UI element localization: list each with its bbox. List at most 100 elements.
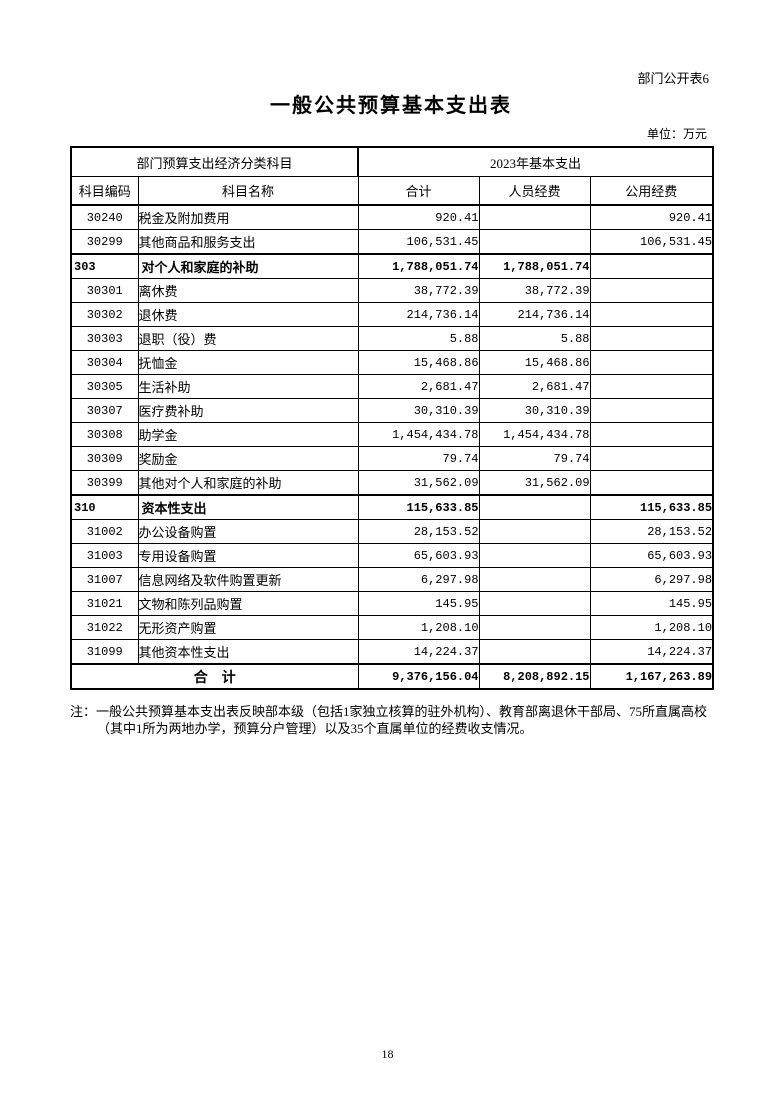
cell-personnel: 5.88 (478, 326, 591, 351)
table-header: 部门预算支出经济分类科目 2023年基本支出 科目编码 科目名称 合计 人员经费… (70, 146, 714, 206)
cell-public (589, 422, 714, 447)
table-row: 30240 税金及附加费用 920.41 920.41 (70, 204, 714, 230)
cell-personnel (478, 494, 591, 520)
cell-name: 文物和陈列品购置 (137, 591, 359, 616)
cell-code: 310 (70, 494, 139, 520)
cell-total: 1,208.10 (357, 615, 480, 640)
cell-name: 生活补助 (137, 374, 359, 399)
cell-personnel (478, 567, 591, 592)
cell-name: 办公设备购置 (137, 519, 359, 544)
cell-total: 65,603.93 (357, 543, 480, 568)
cell-name: 其他资本性支出 (137, 639, 359, 665)
cell-public (589, 278, 714, 303)
cell-personnel (478, 639, 591, 665)
budget-table: 部门预算支出经济分类科目 2023年基本支出 科目编码 科目名称 合计 人员经费… (70, 146, 715, 690)
cell-public: 1,208.10 (589, 615, 714, 640)
cell-name: 专用设备购置 (137, 543, 359, 568)
cell-personnel (478, 615, 591, 640)
cell-public (589, 398, 714, 423)
column-header-total: 合计 (357, 176, 480, 206)
header-group-left: 部门预算支出经济分类科目 (70, 146, 359, 177)
cell-personnel: 1,454,434.78 (478, 422, 591, 447)
cell-code: 30308 (70, 422, 139, 447)
cell-personnel (478, 543, 591, 568)
document-content: 部门公开表6 一般公共预算基本支出表 单位：万元 部门预算支出经济分类科目 20… (70, 0, 715, 737)
cell-name: 信息网络及软件购置更新 (137, 567, 359, 592)
table-row: 合 计 9,376,156.04 8,208,892.15 1,167,263.89 (70, 663, 714, 690)
cell-name: 其他商品和服务支出 (137, 229, 359, 255)
cell-total: 115,633.85 (357, 494, 480, 520)
cell-personnel: 8,208,892.15 (478, 663, 591, 690)
table-row: 30299 其他商品和服务支出 106,531.45 106,531.45 (70, 229, 714, 255)
cell-public (589, 470, 714, 496)
cell-total: 214,736.14 (357, 302, 480, 327)
cell-code: 30303 (70, 326, 139, 351)
cell-total: 38,772.39 (357, 278, 480, 303)
footnote-text: 一般公共预算基本支出表反映部本级（包括1家独立核算的驻外机构）、教育部离退休干部… (96, 704, 708, 736)
cell-code: 303 (70, 253, 139, 279)
table-row: 31003 专用设备购置 65,603.93 65,603.93 (70, 543, 714, 568)
cell-personnel: 30,310.39 (478, 398, 591, 423)
cell-public: 65,603.93 (589, 543, 714, 568)
cell-code: 30302 (70, 302, 139, 327)
cell-name: 抚恤金 (137, 350, 359, 375)
cell-public (589, 302, 714, 327)
table-row: 31007 信息网络及软件购置更新 6,297.98 6,297.98 (70, 567, 714, 592)
cell-public: 920.41 (589, 204, 714, 230)
column-header-code: 科目编码 (70, 176, 139, 206)
table-row: 30303 退职（役）费 5.88 5.88 (70, 326, 714, 351)
cell-code: 30305 (70, 374, 139, 399)
cell-total: 14,224.37 (357, 639, 480, 665)
cell-code: 30309 (70, 446, 139, 471)
cell-public: 28,153.52 (589, 519, 714, 544)
cell-total: 106,531.45 (357, 229, 480, 255)
cell-name: 其他对个人和家庭的补助 (137, 470, 359, 496)
cell-public (589, 350, 714, 375)
cell-public: 106,531.45 (589, 229, 714, 255)
cell-personnel: 15,468.86 (478, 350, 591, 375)
table-row: 310 资本性支出 115,633.85 115,633.85 (70, 494, 714, 520)
cell-name: 退休费 (137, 302, 359, 327)
cell-name: 离休费 (137, 278, 359, 303)
cell-total: 15,468.86 (357, 350, 480, 375)
cell-code: 30304 (70, 350, 139, 375)
cell-personnel (478, 204, 591, 230)
cell-personnel (478, 519, 591, 544)
table-row: 30308 助学金 1,454,434.78 1,454,434.78 (70, 422, 714, 447)
cell-code: 31003 (70, 543, 139, 568)
cell-name: 助学金 (137, 422, 359, 447)
cell-total: 6,297.98 (357, 567, 480, 592)
cell-name: 资本性支出 (137, 494, 359, 520)
cell-name: 税金及附加费用 (137, 204, 359, 230)
cell-name: 对个人和家庭的补助 (137, 253, 359, 279)
cell-personnel (478, 229, 591, 255)
footnote-prefix: 注： (70, 704, 97, 719)
cell-personnel: 31,562.09 (478, 470, 591, 496)
table-row: 30304 抚恤金 15,468.86 15,468.86 (70, 350, 714, 375)
cell-public (589, 326, 714, 351)
table-row: 303 对个人和家庭的补助 1,788,051.74 1,788,051.74 (70, 253, 714, 279)
cell-total: 30,310.39 (357, 398, 480, 423)
column-header-name: 科目名称 (137, 176, 359, 206)
header-group-right: 2023年基本支出 (357, 146, 714, 177)
cell-public: 14,224.37 (589, 639, 714, 665)
cell-name: 无形资产购置 (137, 615, 359, 640)
cell-total: 5.88 (357, 326, 480, 351)
cell-total: 920.41 (357, 204, 480, 230)
cell-public (589, 253, 714, 279)
cell-name: 退职（役）费 (137, 326, 359, 351)
cell-code: 31021 (70, 591, 139, 616)
header-group-row: 部门预算支出经济分类科目 2023年基本支出 (70, 146, 714, 177)
sheet-label: 部门公开表6 (637, 71, 709, 86)
cell-total: 1,788,051.74 (357, 253, 480, 279)
cell-total: 31,562.09 (357, 470, 480, 496)
cell-code: 30301 (70, 278, 139, 303)
table-row: 31002 办公设备购置 28,153.52 28,153.52 (70, 519, 714, 544)
cell-public (589, 374, 714, 399)
table-row: 30302 退休费 214,736.14 214,736.14 (70, 302, 714, 327)
cell-personnel: 38,772.39 (478, 278, 591, 303)
cell-code: 31022 (70, 615, 139, 640)
table-row: 30399 其他对个人和家庭的补助 31,562.09 31,562.09 (70, 470, 714, 496)
column-header-public: 公用经费 (589, 176, 714, 206)
